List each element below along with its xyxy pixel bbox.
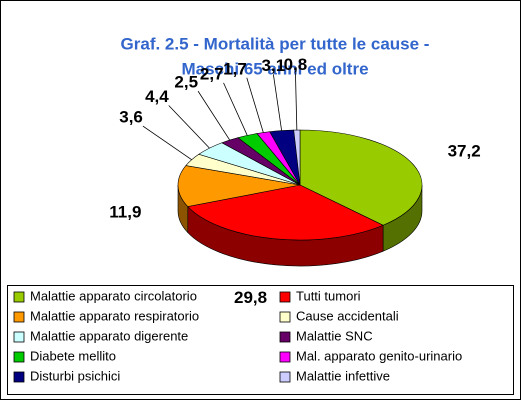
legend-swatch	[279, 371, 291, 383]
legend-label: Tutti tumori	[296, 288, 361, 303]
legend-swatch	[279, 291, 291, 303]
legend-swatch	[279, 351, 291, 363]
data-label: 4,4	[145, 87, 169, 106]
legend-label: Diabete mellito	[30, 348, 116, 363]
legend-swatch	[13, 371, 25, 383]
legend-label: Malattie apparato circolatorio	[30, 288, 197, 303]
legend-label: Disturbi psichici	[30, 368, 120, 383]
legend-box	[7, 285, 514, 395]
data-label: 11,9	[109, 202, 141, 221]
data-label: 29,8	[234, 288, 267, 307]
legend-label: Mal. apparato genito-urinario	[296, 348, 462, 363]
legend-label: Malattie SNC	[296, 328, 373, 343]
legend-label: Cause accidentali	[296, 308, 399, 323]
data-label: 3,1	[262, 56, 286, 75]
legend-swatch	[279, 311, 291, 323]
data-label: 0,8	[284, 55, 308, 74]
legend-swatch	[13, 351, 25, 363]
leader-line	[272, 74, 283, 131]
pie-slice	[177, 165, 301, 207]
legend-label: Malattie apparato digerente	[30, 328, 188, 343]
leader-line	[168, 105, 210, 149]
data-label: 1,7	[223, 59, 247, 78]
leader-line	[142, 125, 192, 161]
legend-swatch	[13, 331, 25, 343]
chart-title: Graf. 2.5 - Mortalità per tutte le cause…	[121, 34, 430, 53]
pie-slice	[299, 129, 423, 226]
legend-swatch	[279, 331, 291, 343]
pie-slice	[293, 129, 301, 186]
leader-line	[197, 90, 231, 141]
leader-line	[295, 73, 298, 131]
legend-label: Malattie apparato respiratorio	[30, 308, 199, 323]
leader-line	[223, 82, 248, 136]
chart-subtitle: Maschi 65 anni ed oltre	[181, 59, 368, 78]
data-label: 37,2	[448, 142, 481, 161]
data-label: 3,6	[119, 108, 143, 127]
data-label: 2,5	[174, 73, 198, 92]
legend-swatch	[13, 311, 25, 323]
pie-slice	[187, 184, 384, 241]
data-label: 2,7	[200, 64, 224, 83]
legend-label: Malattie infettive	[296, 368, 390, 383]
legend-swatch	[13, 291, 25, 303]
leader-line	[246, 77, 264, 133]
